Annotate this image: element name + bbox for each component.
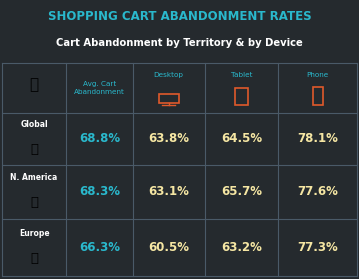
- Text: 77.6%: 77.6%: [297, 185, 338, 198]
- Text: 🗽: 🗽: [30, 252, 38, 265]
- Text: 65.7%: 65.7%: [221, 185, 262, 198]
- Text: Europe: Europe: [19, 229, 50, 238]
- Text: 63.1%: 63.1%: [148, 185, 189, 198]
- Bar: [159, 94, 179, 102]
- Text: 77.3%: 77.3%: [297, 241, 338, 254]
- Text: 64.5%: 64.5%: [221, 132, 262, 145]
- Text: 🏛: 🏛: [30, 196, 38, 210]
- Text: Cart Abandonment by Territory & by Device: Cart Abandonment by Territory & by Devic…: [56, 38, 303, 48]
- Text: Global: Global: [20, 120, 48, 129]
- Text: 60.5%: 60.5%: [148, 241, 189, 254]
- Text: 63.2%: 63.2%: [221, 241, 262, 254]
- Text: 68.3%: 68.3%: [79, 185, 120, 198]
- Bar: [313, 87, 323, 105]
- Text: Avg. Cart
Abandonment: Avg. Cart Abandonment: [74, 81, 125, 95]
- Text: 🛒: 🛒: [29, 78, 39, 93]
- Text: 78.1%: 78.1%: [297, 132, 338, 145]
- Bar: [235, 88, 248, 105]
- Text: 🌐: 🌐: [30, 143, 38, 157]
- Text: SHOPPING CART ABANDONMENT RATES: SHOPPING CART ABANDONMENT RATES: [48, 10, 311, 23]
- Text: Tablet: Tablet: [231, 72, 252, 78]
- Text: 68.8%: 68.8%: [79, 132, 120, 145]
- Text: 63.8%: 63.8%: [148, 132, 189, 145]
- Text: Desktop: Desktop: [154, 72, 184, 78]
- Text: N. America: N. America: [10, 173, 58, 182]
- Text: Phone: Phone: [307, 72, 329, 78]
- Text: 66.3%: 66.3%: [79, 241, 120, 254]
